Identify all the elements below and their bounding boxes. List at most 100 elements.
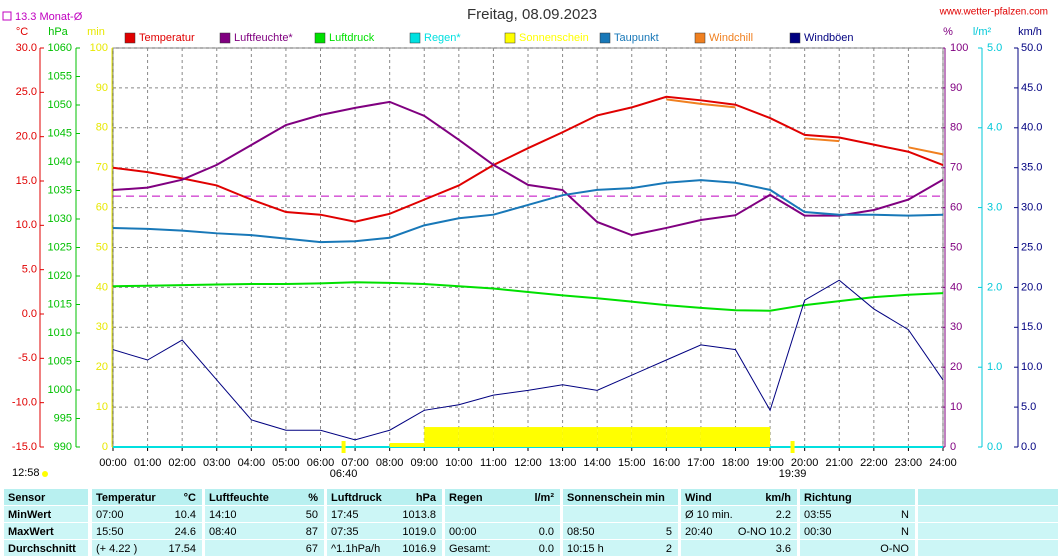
table-text: Regen bbox=[449, 492, 483, 504]
x-tick-label: 16:00 bbox=[653, 457, 681, 469]
table-cell bbox=[681, 523, 797, 539]
reference-label: 13.3 Monat-Ø bbox=[15, 11, 83, 23]
y-tick-label: 70 bbox=[96, 162, 108, 174]
y-tick-label: 20.0 bbox=[16, 131, 37, 143]
y-tick-label: 1015 bbox=[48, 298, 72, 310]
table-cell bbox=[445, 523, 560, 539]
x-tick-label: 14:00 bbox=[583, 457, 611, 469]
legend-label: Temperatur bbox=[139, 32, 195, 44]
y-tick-label: 5.0 bbox=[22, 264, 37, 276]
table-cell bbox=[563, 540, 678, 556]
y-tick-label: 5.0 bbox=[1021, 401, 1036, 413]
table-cell bbox=[563, 489, 678, 505]
y-tick-label: 25.0 bbox=[16, 86, 37, 98]
y-tick-label: 60 bbox=[96, 202, 108, 214]
legend-swatch bbox=[124, 32, 136, 44]
table-cell bbox=[563, 506, 678, 522]
y-tick-label: 1050 bbox=[48, 99, 72, 111]
source-link[interactable]: www.wetter-pfalzen.com bbox=[939, 7, 1048, 18]
y-tick-label: 10 bbox=[96, 401, 108, 413]
table-text: 87 bbox=[306, 526, 318, 538]
table-text: 08:40 bbox=[209, 526, 237, 538]
x-tick-label: 09:00 bbox=[410, 457, 438, 469]
y-tick-label: 10 bbox=[950, 401, 962, 413]
table-cell bbox=[681, 489, 797, 505]
table-cell bbox=[918, 489, 1058, 505]
legend-swatch bbox=[314, 32, 326, 44]
table-text: Durchschnitt bbox=[8, 543, 76, 555]
series-line bbox=[112, 95, 944, 223]
y-tick-label: 25.0 bbox=[1021, 241, 1042, 253]
table-text: 20:40 bbox=[685, 526, 713, 538]
x-tick-label: 01:00 bbox=[134, 457, 162, 469]
table-text: hPa bbox=[416, 492, 437, 504]
table-text: ^1.1hPa/h bbox=[331, 543, 380, 555]
sunshine-bar bbox=[700, 427, 736, 447]
series-line bbox=[666, 98, 736, 109]
table-cell bbox=[563, 523, 678, 539]
legend-label: Luftfeuchte* bbox=[234, 32, 293, 44]
y-tick-label: 40.0 bbox=[1021, 122, 1042, 134]
x-tick-label: 12:00 bbox=[514, 457, 542, 469]
table-cell bbox=[205, 540, 324, 556]
y-tick-label: 20 bbox=[96, 361, 108, 373]
table-text: l/m² bbox=[534, 492, 554, 504]
table-text: Gesamt: bbox=[449, 543, 491, 555]
x-tick-label: 10:00 bbox=[445, 457, 473, 469]
axis-unit: km/h bbox=[1018, 26, 1042, 38]
y-tick-label: 1005 bbox=[48, 355, 72, 367]
sunshine-bar bbox=[735, 427, 771, 447]
y-tick-label: 50.0 bbox=[1021, 42, 1042, 54]
table-text: MinWert bbox=[8, 509, 52, 521]
table-text: 07:35 bbox=[331, 526, 359, 538]
sunshine-bar bbox=[597, 427, 632, 447]
series-line bbox=[804, 137, 840, 143]
legend-swatch bbox=[219, 32, 231, 44]
chart-title: Freitag, 08.09.2023 bbox=[467, 6, 597, 23]
table-text: 15:50 bbox=[96, 526, 124, 538]
table-text: 3.6 bbox=[776, 543, 791, 555]
legend-label: Windchill bbox=[709, 32, 753, 44]
sunshine-bar bbox=[666, 427, 701, 447]
table-text: 0.0 bbox=[539, 543, 554, 555]
y-tick-label: 45.0 bbox=[1021, 82, 1042, 94]
table-text: 2 bbox=[666, 543, 672, 555]
table-text: 50 bbox=[306, 509, 318, 521]
y-tick-label: 60 bbox=[950, 202, 962, 214]
table-cell bbox=[918, 523, 1058, 539]
y-tick-label: 0.0 bbox=[987, 441, 1002, 453]
y-tick-label: 100 bbox=[950, 42, 968, 54]
table-cell bbox=[800, 540, 915, 556]
table-cell bbox=[4, 506, 88, 522]
x-tick-label: 20:00 bbox=[791, 457, 819, 469]
y-tick-label: 40 bbox=[96, 281, 108, 293]
x-tick-label: 13:00 bbox=[549, 457, 577, 469]
table-text: N bbox=[901, 526, 909, 538]
table-cell bbox=[327, 506, 442, 522]
legend-label: Regen* bbox=[424, 32, 461, 44]
legend-label: Luftdruck bbox=[329, 32, 375, 44]
table-text: 1013.8 bbox=[402, 509, 436, 521]
x-tick-label: 06:00 bbox=[307, 457, 335, 469]
y-tick-label: 1010 bbox=[48, 327, 72, 339]
legend-swatch bbox=[789, 32, 801, 44]
table-cell bbox=[918, 540, 1058, 556]
table-text: 00:30 bbox=[804, 526, 832, 538]
y-tick-label: 1035 bbox=[48, 184, 72, 196]
table-text: 17:45 bbox=[331, 509, 359, 521]
table-cell bbox=[327, 489, 442, 505]
table-text: N bbox=[901, 509, 909, 521]
table-cell bbox=[92, 506, 202, 522]
y-tick-label: 5.0 bbox=[987, 42, 1002, 54]
series-line bbox=[112, 281, 944, 312]
table-text: 0.0 bbox=[539, 526, 554, 538]
y-tick-label: 1060 bbox=[48, 42, 72, 54]
y-tick-label: 100 bbox=[90, 42, 108, 54]
y-tick-label: -10.0 bbox=[12, 397, 37, 409]
y-tick-label: 70 bbox=[950, 162, 962, 174]
table-cell bbox=[327, 523, 442, 539]
y-tick-label: 0 bbox=[102, 441, 108, 453]
series-line bbox=[112, 100, 944, 237]
x-tick-label: 03:00 bbox=[203, 457, 231, 469]
y-tick-label: 0.0 bbox=[1021, 441, 1036, 453]
